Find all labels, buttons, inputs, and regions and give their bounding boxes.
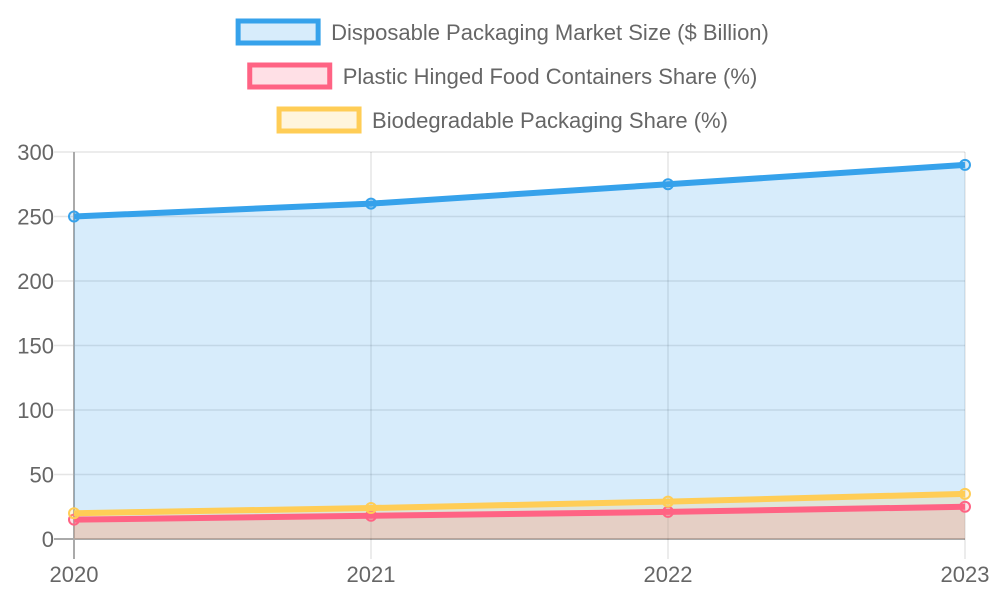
data-point [662, 495, 674, 508]
data-point [959, 158, 971, 171]
series-line [73, 161, 966, 220]
x-tick-label: 2020 [50, 562, 99, 587]
x-tick-label: 2021 [347, 562, 396, 587]
series-line [73, 503, 966, 523]
legend-swatch [247, 62, 333, 90]
legend-label: Biodegradable Packaging Share (%) [372, 108, 728, 133]
legend-label: Disposable Packaging Market Size ($ Bill… [331, 20, 769, 45]
series-lines [68, 158, 971, 526]
axes: 0 50 100 150 200 250 300 2020 2021 2022 2023 [17, 140, 989, 587]
series-line [73, 490, 966, 517]
legend-swatch [276, 106, 362, 134]
data-point [662, 505, 674, 518]
y-tick-label: 100 [17, 398, 54, 423]
area-fill [74, 506, 965, 539]
data-point [365, 502, 377, 515]
x-tick-label: 2023 [941, 562, 990, 587]
area-fills [74, 164, 965, 539]
data-point [959, 500, 971, 513]
legend-swatch [235, 18, 321, 46]
y-tick-label: 50 [30, 463, 54, 488]
area-fill [74, 164, 965, 539]
data-point [959, 487, 971, 500]
data-point [662, 178, 674, 191]
legend: Disposable Packaging Market Size ($ Bill… [235, 18, 769, 134]
data-point [68, 210, 80, 223]
legend-label: Plastic Hinged Food Containers Share (%) [343, 64, 758, 89]
y-tick-label: 150 [17, 334, 54, 359]
y-tick-label: 250 [17, 205, 54, 230]
y-tick-label: 0 [42, 527, 54, 552]
data-point [365, 197, 377, 210]
y-tick-label: 200 [17, 269, 54, 294]
y-tick-label: 300 [17, 140, 54, 165]
grid [54, 151, 966, 559]
data-point [68, 507, 80, 520]
x-tick-label: 2022 [644, 562, 693, 587]
